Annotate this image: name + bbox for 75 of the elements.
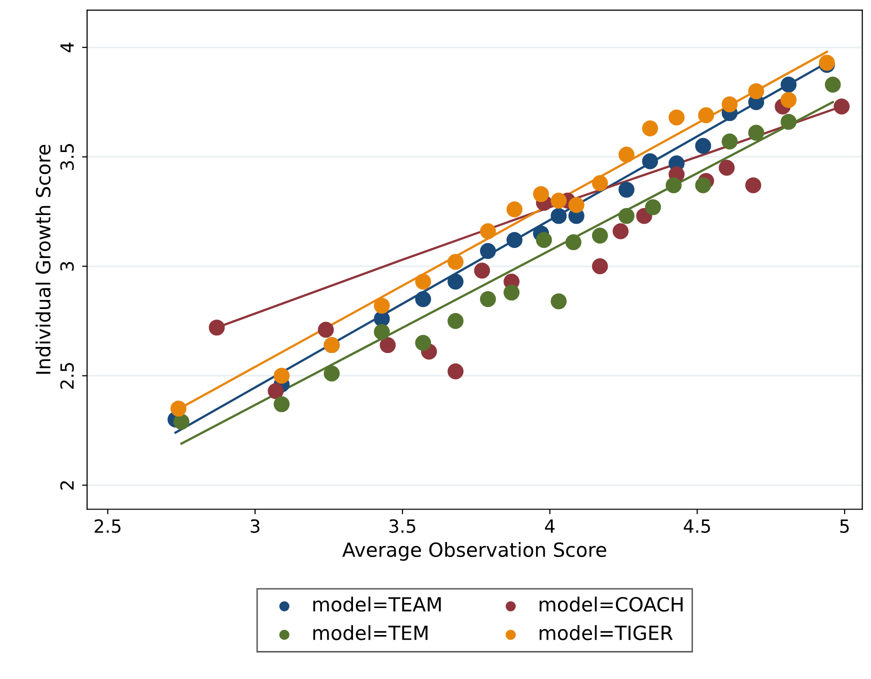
point <box>208 320 225 336</box>
point <box>415 291 432 308</box>
point <box>834 98 850 114</box>
point <box>536 232 552 248</box>
point <box>592 175 608 192</box>
point <box>592 228 608 244</box>
point <box>380 337 396 354</box>
point <box>780 76 797 93</box>
point <box>550 192 567 209</box>
point <box>324 366 340 382</box>
point <box>448 363 464 380</box>
point <box>668 109 685 126</box>
point <box>170 400 186 417</box>
point <box>642 120 658 136</box>
y-tick-label: 2.5 <box>60 362 74 389</box>
point <box>448 274 464 290</box>
point <box>374 298 390 314</box>
point <box>506 201 522 218</box>
point <box>565 234 582 250</box>
point <box>695 177 712 194</box>
point <box>645 199 661 216</box>
legend-label: model=TEM <box>313 625 428 640</box>
point <box>274 396 290 412</box>
point <box>480 242 496 259</box>
point <box>748 124 764 141</box>
point <box>480 223 496 240</box>
point <box>745 177 762 194</box>
x-tick-label: 5 <box>840 520 849 533</box>
point <box>642 153 658 170</box>
point <box>480 291 496 308</box>
point <box>374 324 390 340</box>
x-tick-label: 3.5 <box>390 519 416 533</box>
point <box>824 76 841 93</box>
point <box>695 138 712 154</box>
point <box>415 274 432 290</box>
point <box>268 383 284 400</box>
x-tick-label: 3 <box>250 519 260 533</box>
point <box>506 232 522 248</box>
point <box>568 197 584 213</box>
point <box>173 414 190 430</box>
x-tick-label: 4 <box>544 520 555 533</box>
point <box>415 334 432 351</box>
legend-label: model=TIGER <box>540 625 673 640</box>
point <box>698 107 714 124</box>
point <box>780 92 797 108</box>
y-tick-label: 2 <box>60 481 74 490</box>
y-tick-label: 3.5 <box>60 144 74 170</box>
x-tick-label: 4.5 <box>684 520 710 533</box>
legend-label: model=COACH <box>540 596 683 612</box>
y-tick-label: 3 <box>60 262 74 271</box>
point <box>474 262 490 279</box>
x-axis-title: Average Observation Score <box>342 542 606 561</box>
point <box>618 208 634 224</box>
y-axis-title: Individual Growth Score <box>36 144 51 374</box>
point <box>550 208 567 224</box>
point <box>550 293 567 310</box>
point <box>504 284 520 301</box>
point <box>722 96 738 112</box>
point <box>612 223 629 240</box>
point <box>448 313 464 329</box>
point <box>722 134 738 150</box>
point <box>533 186 549 202</box>
point <box>618 146 634 163</box>
point <box>780 114 797 130</box>
x-tick-label: 2.5 <box>94 519 121 533</box>
y-tick-label: 4 <box>60 42 74 52</box>
point <box>448 254 464 270</box>
point <box>748 83 764 100</box>
point <box>666 177 682 194</box>
point <box>618 182 634 198</box>
point <box>592 258 608 274</box>
legend-label: model=TEAM <box>313 596 441 612</box>
point <box>318 322 334 338</box>
point <box>274 368 290 384</box>
point <box>718 160 735 176</box>
